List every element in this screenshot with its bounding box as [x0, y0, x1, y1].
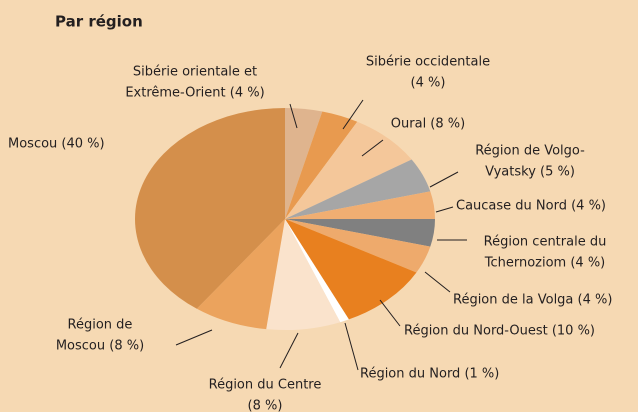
slice-label: Région de Volgo- — [475, 144, 585, 159]
chart-title: Par région — [55, 13, 143, 31]
pie-slice — [285, 111, 358, 219]
pie-slice — [285, 121, 412, 219]
pie-slice — [196, 219, 285, 330]
slice-label: Sibérie orientale et — [133, 65, 257, 80]
slice-label: Région centrale du — [484, 235, 607, 250]
leader-line — [361, 139, 384, 157]
slice-label: (8 %) — [248, 399, 283, 412]
pie-slice — [285, 159, 431, 219]
leader-line — [344, 322, 359, 371]
leader-line — [435, 206, 454, 213]
leader-line — [429, 171, 459, 188]
pie-slice — [285, 219, 417, 320]
leader-line — [342, 99, 364, 130]
slice-label: Moscou (40 %) — [8, 137, 105, 152]
slice-label: Sibérie occidentale — [366, 55, 490, 70]
leader-line — [379, 299, 401, 327]
pie-slice — [285, 219, 349, 323]
slice-label: Région du Nord-Ouest (10 %) — [404, 324, 595, 339]
leader-line — [175, 329, 213, 346]
leader-line — [279, 332, 299, 369]
pie-slice — [285, 219, 435, 247]
slice-label: Région de la Volga (4 %) — [453, 293, 612, 308]
slice-label: Région de — [68, 318, 133, 333]
pie-slice — [266, 219, 341, 330]
slice-label: (4 %) — [411, 76, 446, 91]
leader-line — [424, 271, 451, 293]
slice-label: Oural (8 %) — [391, 117, 465, 132]
leader-line — [289, 103, 298, 129]
slice-label: Tchernoziom (4 %) — [484, 256, 606, 271]
slice-label: Vyatsky (5 %) — [485, 165, 575, 180]
slice-label: Région du Centre — [209, 378, 322, 393]
pie-slice — [285, 219, 431, 273]
slice-label: Caucase du Nord (4 %) — [456, 199, 606, 214]
slice-label: Région du Nord (1 %) — [360, 367, 499, 382]
pie-slice — [285, 108, 323, 219]
slice-label: Extrême-Orient (4 %) — [125, 86, 264, 101]
slice-label: Moscou (8 %) — [56, 339, 144, 354]
pie-slice — [135, 108, 285, 309]
pie-slice — [285, 191, 435, 219]
